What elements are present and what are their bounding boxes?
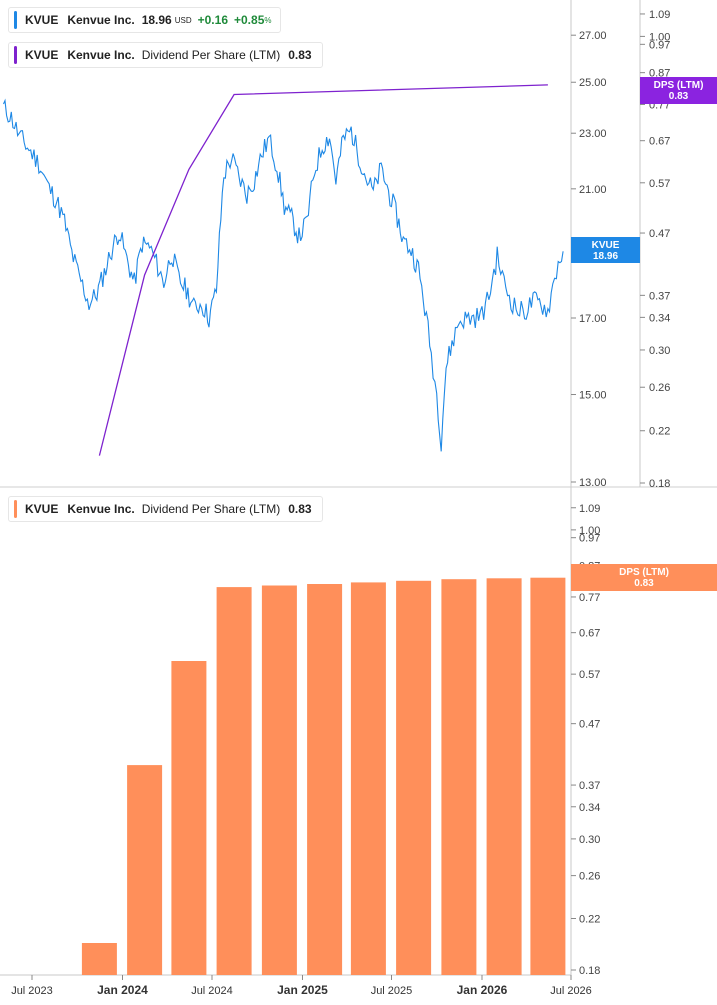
bar-axis-tick-label: 0.37 [579,780,600,792]
price-axis-tick-label: 17.00 [579,313,607,325]
time-axis-tick-label: Jul 2026 [550,985,592,997]
dps-axis-tick-label: 0.26 [649,382,670,394]
legend-price-change-pct: +0.85 [234,13,265,27]
dps-bar [216,587,252,975]
dps-bottom-badge-label: DPS (LTM) [619,567,669,578]
legend-dps-bottom-swatch [14,500,17,518]
dps-axis-tick-label: 0.30 [649,345,670,357]
dps-bar [307,584,343,975]
price-axis-tick-label: 23.00 [579,128,607,140]
price-axis-tick-label: 25.00 [579,77,607,89]
time-axis-tick-label: Jul 2024 [191,985,233,997]
legend-price-currency: USD [174,15,192,25]
dps-bar [530,577,566,975]
dps-axis-tick-label: 0.22 [649,426,670,438]
dps-bottom-badge-value: 0.83 [634,578,654,589]
dps-series-line [98,84,548,456]
bar-axis-tick-label: 0.47 [579,719,600,731]
bar-axis-tick-label: 0.26 [579,871,600,883]
bar-axis-tick-label: 0.77 [579,592,600,604]
dps-axis-tick-label: 0.57 [649,178,670,190]
dps-axis-tick-label: 0.97 [649,39,670,51]
dps-top-badge-label: DPS (LTM) [654,80,704,91]
legend-price[interactable]: KVUE Kenvue Inc. 18.96 USD +0.16 +0.85 % [8,7,281,33]
price-axis-tick-label: 15.00 [579,390,607,402]
dps-bar [171,661,207,975]
legend-price-change: +0.16 [197,13,228,27]
dps-bar [350,582,386,975]
time-axis-tick-label: Jan 2026 [457,983,508,997]
bar-axis-tick-label: 0.30 [579,834,600,846]
dps-bottom-badge-bg [571,564,717,591]
legend-dps-top-value: 0.83 [288,48,312,62]
legend-dps-top[interactable]: KVUE Kenvue Inc. Dividend Per Share (LTM… [8,42,323,68]
dps-axis-tick-label: 0.67 [649,136,670,148]
dps-bar [261,585,297,975]
legend-dps-bottom[interactable]: KVUE Kenvue Inc. Dividend Per Share (LTM… [8,496,323,522]
time-axis-tick-label: Jul 2023 [11,985,53,997]
legend-dps-top-name: Kenvue Inc. [67,48,135,62]
bar-axis-tick-label: 0.22 [579,913,600,925]
dps-axis-tick-label: 0.18 [649,478,670,490]
time-axis-tick-label: Jan 2024 [97,983,148,997]
price-series-line [2,98,564,452]
legend-price-name: Kenvue Inc. [67,13,135,27]
dps-bar [396,580,432,975]
legend-dps-bottom-metric: Dividend Per Share (LTM) [141,502,281,516]
dps-axis-tick-label: 1.09 [649,9,670,21]
price-badge-label: KVUE [592,240,620,251]
bar-axis-tick-label: 0.97 [579,533,600,545]
legend-dps-top-symbol: KVUE [25,48,59,62]
bar-axis-tick-label: 0.67 [579,628,600,640]
bar-axis-tick-label: 1.09 [579,503,600,515]
dps-top-badge-bg [640,77,717,104]
dps-axis-tick-label: 0.47 [649,228,670,240]
price-axis-tick-label: 13.00 [579,477,607,489]
legend-price-swatch [14,11,17,29]
price-badge-bg [571,237,640,263]
dps-bar [81,943,117,975]
dps-bar [441,579,477,975]
dps-axis-tick-label: 0.34 [649,312,670,324]
legend-dps-top-swatch [14,46,17,64]
legend-dps-top-metric: Dividend Per Share (LTM) [141,48,281,62]
bar-axis-tick-label: 0.34 [579,802,600,814]
price-axis-tick-label: 21.00 [579,184,607,196]
legend-price-symbol: KVUE [25,13,59,27]
bar-axis-tick-label: 1.00 [579,525,600,537]
bar-axis-tick-label: 0.18 [579,965,600,977]
legend-dps-bottom-symbol: KVUE [25,502,59,516]
bar-axis-tick-label: 0.57 [579,669,600,681]
legend-price-value: 18.96 [141,13,172,27]
dps-top-badge-value: 0.83 [669,91,689,102]
legend-dps-bottom-value: 0.83 [288,502,312,516]
legend-price-pct-unit: % [264,15,272,25]
dps-axis-tick-label: 0.87 [649,68,670,80]
dps-bar [127,765,163,975]
time-axis-tick-label: Jan 2025 [277,983,328,997]
price-axis-tick-label: 27.00 [579,30,607,42]
dps-axis-tick-label: 0.37 [649,290,670,302]
price-badge-value: 18.96 [593,251,618,262]
dps-bar [486,578,522,975]
dps-axis-tick-label: 1.00 [649,31,670,43]
time-axis-tick-label: Jul 2025 [371,985,413,997]
legend-dps-bottom-name: Kenvue Inc. [67,502,135,516]
